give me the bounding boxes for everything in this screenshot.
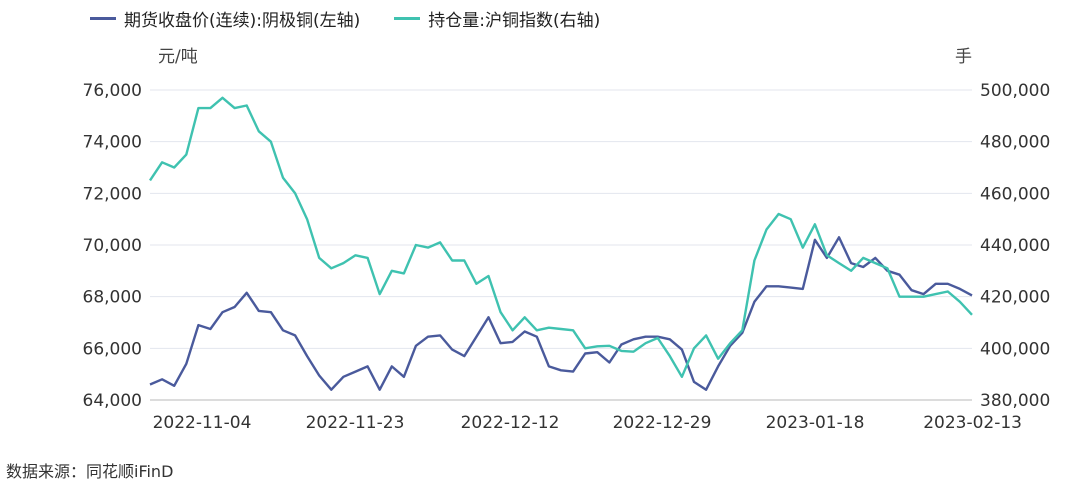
y-right-tick-label: 460,000 <box>980 184 1050 204</box>
legend-swatch-copper-price <box>90 17 116 20</box>
right-axis-unit: 手 <box>955 47 972 67</box>
legend-label-copper-price: 期货收盘价(连续):阴极铜(左轴) <box>124 11 361 31</box>
y-right-tick-label: 420,000 <box>980 288 1050 308</box>
y-left-tick-label: 76,000 <box>83 81 142 101</box>
legend-label-open-interest: 持仓量:沪铜指数(右轴) <box>428 11 601 31</box>
y-right-tick-label: 400,000 <box>980 339 1050 359</box>
series-line-copper-price <box>149 236 973 391</box>
legend-swatch-open-interest <box>394 17 421 20</box>
y-left-tick-label: 70,000 <box>83 236 142 256</box>
left-axis-unit: 元/吨 <box>158 47 198 67</box>
x-tick-label: 2023-01-18 <box>766 413 865 433</box>
y-right-tick-label: 440,000 <box>980 236 1050 256</box>
legend-item-copper-price[interactable]: 期货收盘价(连续):阴极铜(左轴) <box>90 6 360 31</box>
x-tick-label: 2023-02-13 <box>923 413 1022 433</box>
series-line-open-interest <box>149 96 973 378</box>
y-right-tick-label: 480,000 <box>980 133 1050 153</box>
y-left-tick-label: 64,000 <box>83 391 142 411</box>
y-left-tick-label: 68,000 <box>83 288 142 308</box>
x-tick-label: 2022-11-23 <box>306 413 405 433</box>
y-left-tick-label: 66,000 <box>83 339 142 359</box>
x-tick-label: 2022-11-04 <box>153 413 252 433</box>
y-left-tick-label: 74,000 <box>83 133 142 153</box>
y-left-tick-label: 72,000 <box>83 184 142 204</box>
y-right-tick-label: 500,000 <box>980 81 1050 101</box>
legend-item-open-interest[interactable]: 持仓量:沪铜指数(右轴) <box>394 6 600 31</box>
x-tick-label: 2022-12-29 <box>613 413 712 433</box>
source-note: 数据来源：同花顺iFinD <box>6 462 174 481</box>
chart-legend: 期货收盘价(连续):阴极铜(左轴) 持仓量:沪铜指数(右轴) <box>90 6 600 31</box>
y-right-tick-label: 380,000 <box>980 391 1050 411</box>
x-tick-label: 2022-12-12 <box>461 413 560 433</box>
